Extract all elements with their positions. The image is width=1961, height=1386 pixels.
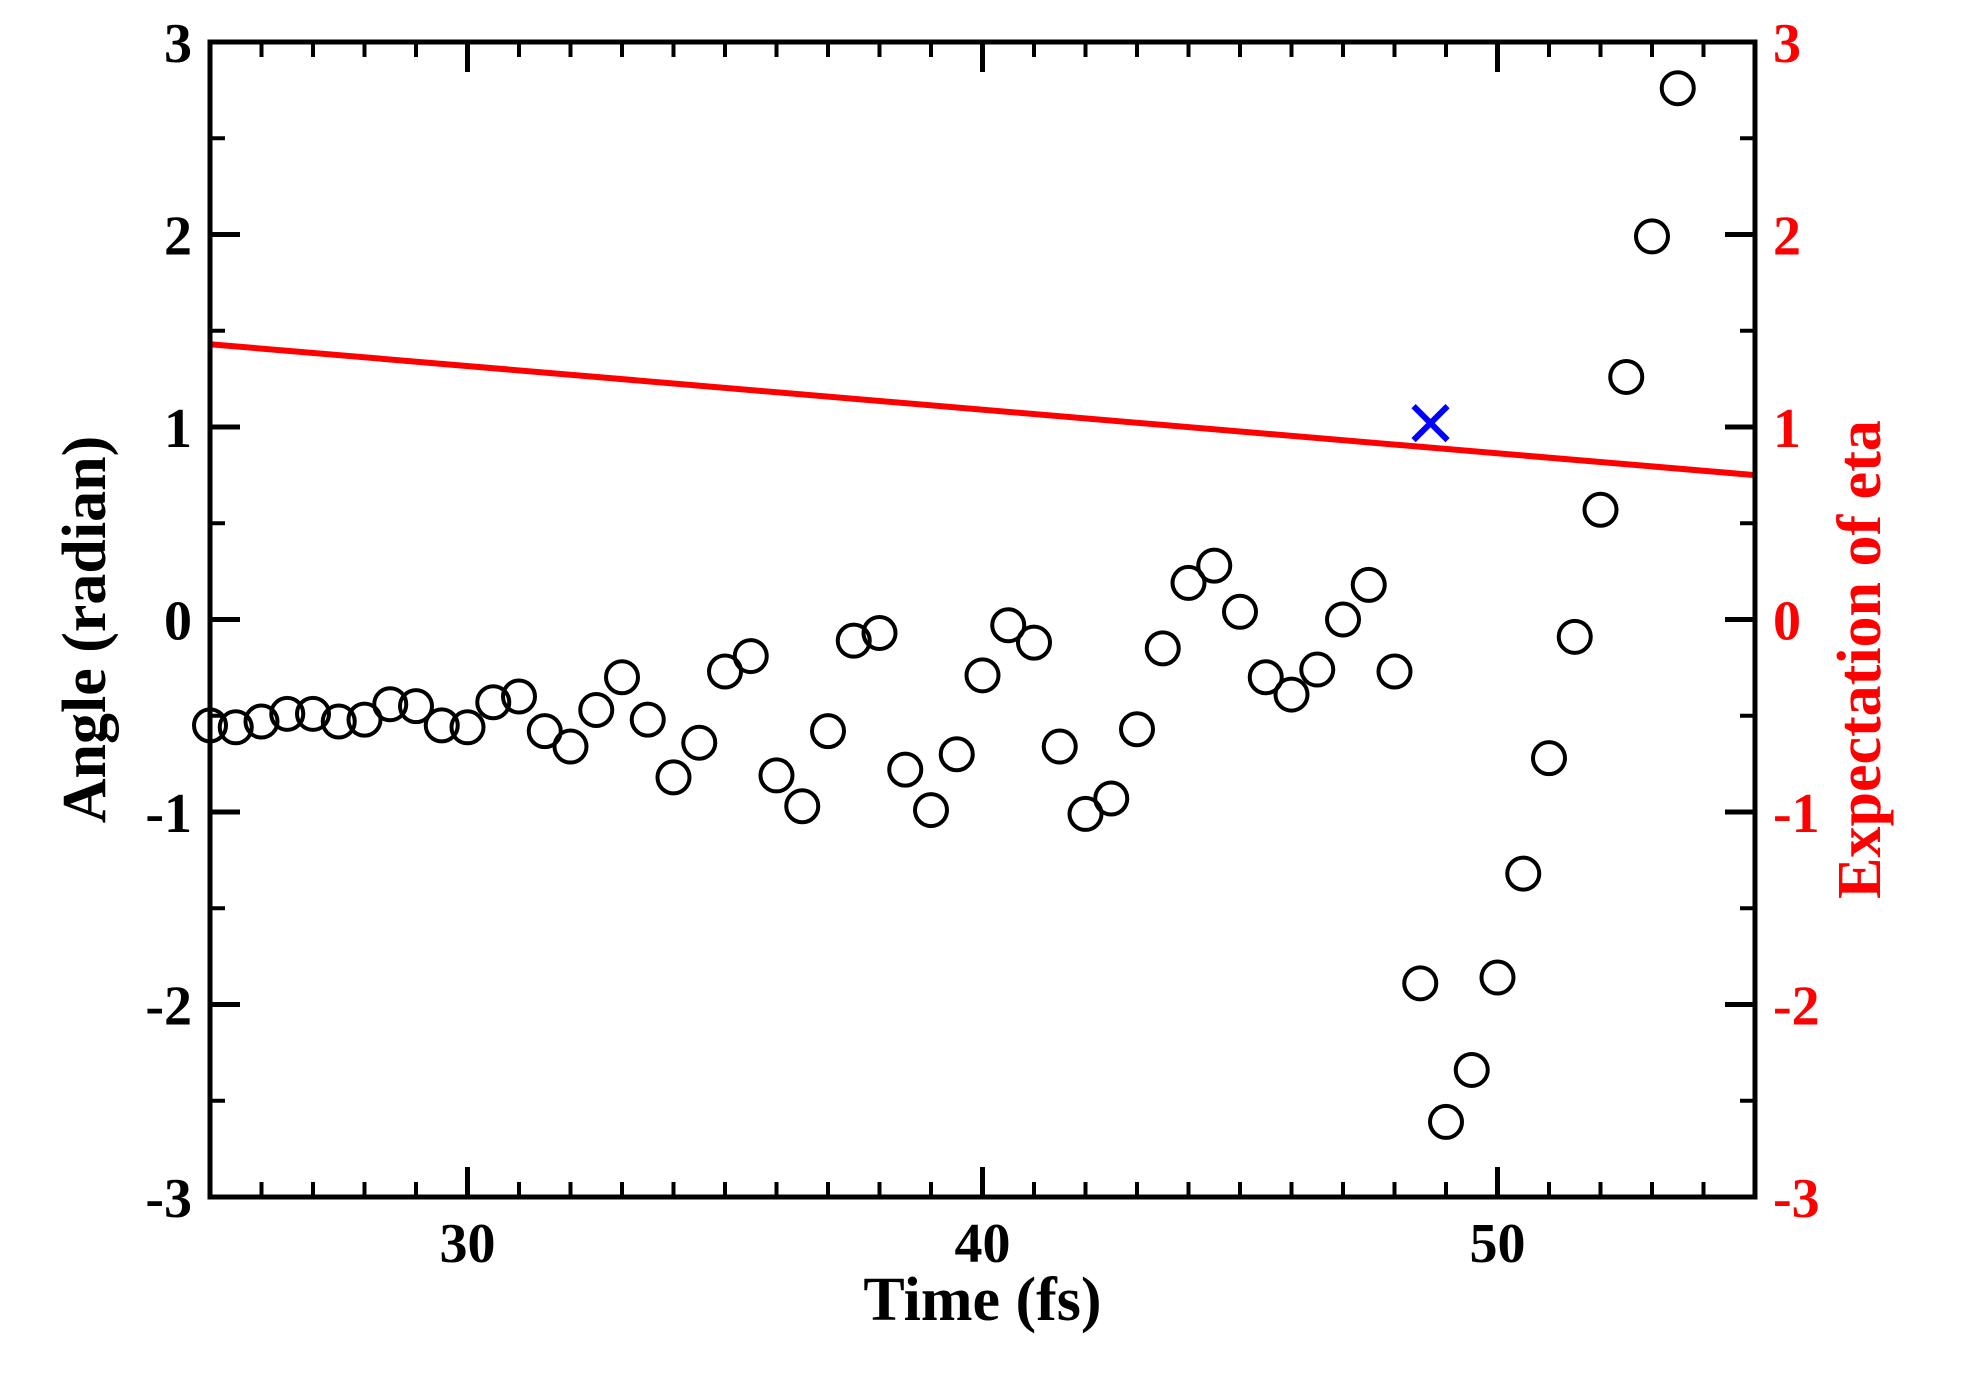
x-tick-label: 50: [1470, 1213, 1526, 1275]
angle-point: [655, 759, 692, 796]
angle-point: [552, 728, 589, 765]
angle-point: [217, 709, 254, 746]
angle-point: [1067, 795, 1104, 832]
x-marker-stroke: [1411, 404, 1450, 443]
y-tick-label: 0: [164, 591, 192, 653]
angle-point: [1402, 965, 1439, 1002]
x-axis-title: Time (fs): [863, 1266, 1101, 1334]
y-right-tick-label: 3: [1773, 13, 1801, 75]
angle-point: [1453, 1051, 1490, 1088]
angle-point: [835, 622, 872, 659]
angle-point: [604, 659, 640, 696]
angle-point: [990, 607, 1027, 644]
angle-point: [1531, 740, 1567, 777]
angle-point: [1196, 547, 1233, 584]
x-tick-label: 40: [955, 1213, 1011, 1275]
angle-point: [1144, 630, 1181, 667]
plot-frame: [207, 39, 1758, 1200]
x-axis-ticks: 30 40 50: [208, 42, 1757, 1275]
angle-point: [1428, 1103, 1464, 1140]
angle-point: [578, 691, 615, 728]
angle-point: [526, 713, 563, 750]
y-tick-label: 3: [164, 13, 192, 75]
x-marker: [1411, 404, 1450, 443]
y-tick-label: 1: [164, 398, 192, 460]
angle-point: [1350, 566, 1387, 603]
y-right-tick-label: -2: [1773, 976, 1820, 1038]
y-tick-label: -2: [145, 976, 192, 1038]
angle-point: [1093, 780, 1130, 817]
y-tick-label: 2: [164, 206, 192, 268]
y-right-axis-title: Expectation of eta: [1826, 420, 1894, 899]
angle-point: [1608, 358, 1645, 395]
y-tick-label: -3: [145, 1168, 192, 1230]
angle-point: [1659, 70, 1696, 107]
angle-point: [243, 703, 280, 740]
angle-point: [398, 688, 434, 725]
angle-point: [1016, 624, 1052, 661]
y-right-axis-ticks: -3 -2 -1 0 1 2 3: [1725, 13, 1820, 1230]
angle-point: [475, 684, 512, 721]
y-right-tick-label: 2: [1773, 206, 1801, 268]
angle-point: [913, 792, 949, 829]
angle-point: [1505, 855, 1542, 892]
angle-point: [423, 707, 460, 744]
angle-point: [758, 757, 795, 794]
angle-point: [1299, 651, 1336, 688]
angle-point: [681, 724, 718, 761]
angle-point: [1170, 564, 1207, 601]
angle-point: [346, 701, 383, 738]
angle-point: [1325, 601, 1361, 638]
angle-point: [269, 695, 306, 732]
angle-point: [861, 614, 898, 651]
y-right-tick-label: 0: [1773, 591, 1801, 653]
angle-point: [1376, 653, 1413, 690]
angle-point: [1247, 659, 1284, 696]
angle-point: [629, 701, 666, 738]
angle-point: [1041, 728, 1078, 765]
angle-point: [1556, 618, 1593, 655]
y-axis-title: Angle (radian): [51, 436, 119, 824]
angle-point: [707, 653, 743, 690]
angle-point: [320, 703, 357, 740]
angle-point: [1273, 676, 1310, 713]
angle-point: [449, 709, 486, 746]
angle-point: [1222, 593, 1258, 630]
angle-point: [501, 678, 537, 715]
y-right-tick-label: 1: [1773, 398, 1801, 460]
eta-line: [209, 341, 1756, 479]
x-tick-label: 30: [440, 1213, 496, 1275]
angle-point: [732, 638, 769, 675]
y-right-tick-label: -1: [1773, 783, 1820, 845]
angle-point: [1119, 711, 1155, 748]
angle-point: [810, 713, 846, 750]
angle-point: [1479, 959, 1516, 996]
angle-point: [784, 788, 821, 825]
angle-point: [1634, 218, 1670, 255]
angle-point: [1582, 491, 1619, 528]
angle-point: [295, 695, 331, 732]
y-right-tick-label: -3: [1773, 1168, 1820, 1230]
angle-point: [938, 736, 975, 773]
angle-point: [887, 751, 924, 788]
plot-marks: [192, 70, 1756, 1140]
y-axis-ticks: -3 -2 -1 0 1 2 3: [145, 13, 240, 1230]
angle-point: [964, 657, 1001, 694]
y-tick-label: -1: [145, 783, 192, 845]
angle-point: [372, 686, 409, 723]
